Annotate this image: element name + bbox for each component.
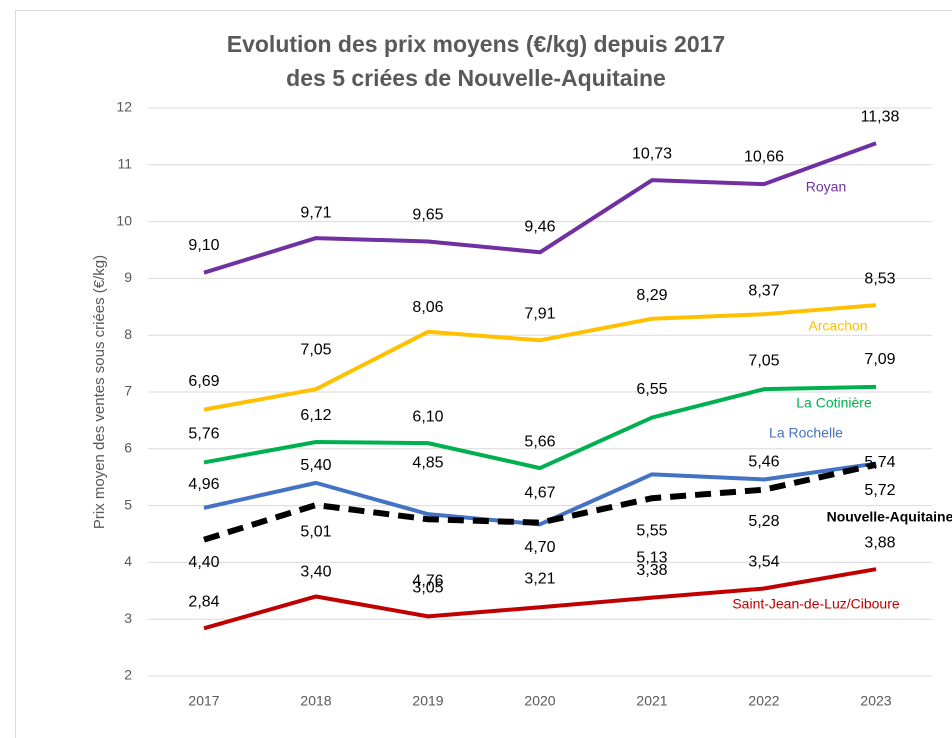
y-tick-label: 8 xyxy=(124,326,132,342)
y-tick-label: 6 xyxy=(124,440,132,456)
x-tick-label: 2017 xyxy=(188,693,219,709)
y-tick-label: 12 xyxy=(116,99,132,115)
value-label: 3,21 xyxy=(524,570,555,587)
value-label: 5,46 xyxy=(748,454,779,471)
y-tick-label: 4 xyxy=(124,553,132,569)
value-label: 4,70 xyxy=(524,539,555,556)
series-name: Royan xyxy=(806,179,846,195)
value-label: 3,88 xyxy=(864,534,895,551)
y-tick-label: 11 xyxy=(117,156,132,172)
series-line xyxy=(203,461,877,527)
value-label: 9,71 xyxy=(300,204,331,221)
series-name: Nouvelle-Aquitaine xyxy=(827,509,952,525)
value-label: 8,37 xyxy=(748,282,779,299)
value-label: 5,76 xyxy=(188,426,219,443)
series-name: La Rochelle xyxy=(769,425,843,441)
y-tick-label: 9 xyxy=(124,269,132,285)
value-label: 6,55 xyxy=(636,381,667,398)
value-label: 11,38 xyxy=(861,108,900,125)
value-label: 5,72 xyxy=(864,482,895,499)
chart-frame xyxy=(15,10,952,738)
value-label: 8,53 xyxy=(864,270,895,287)
series-line xyxy=(203,141,877,275)
value-label: 4,96 xyxy=(188,476,219,493)
value-label: 6,10 xyxy=(412,408,443,425)
value-label: 7,91 xyxy=(524,306,555,323)
value-label: 4,67 xyxy=(524,485,555,502)
value-label: 9,65 xyxy=(412,207,443,224)
value-label: 3,40 xyxy=(300,564,331,581)
x-tick-label: 2022 xyxy=(748,693,779,709)
value-label: 2,84 xyxy=(188,594,219,611)
value-label: 7,05 xyxy=(300,341,331,358)
y-tick-label: 7 xyxy=(124,383,132,399)
value-label: 5,28 xyxy=(748,513,779,530)
value-label: 5,55 xyxy=(636,523,667,540)
value-label: 7,09 xyxy=(864,351,895,368)
series-line xyxy=(203,567,877,631)
value-label: 5,66 xyxy=(524,433,555,450)
series-line xyxy=(203,384,877,471)
x-tick-label: 2019 xyxy=(412,693,443,709)
value-label: 5,13 xyxy=(636,549,667,566)
y-tick-label: 5 xyxy=(124,496,132,512)
chart-subtitle: des 5 criées de Nouvelle-Aquitaine xyxy=(286,65,666,91)
value-label: 5,01 xyxy=(300,523,331,540)
series-name: La Cotinière xyxy=(796,395,872,411)
value-label: 3,38 xyxy=(636,562,667,579)
value-label: 5,40 xyxy=(300,457,331,474)
y-tick-label: 10 xyxy=(116,212,132,228)
y-axis-label: Prix moyen des ventes sous criées (€/kg) xyxy=(91,255,108,529)
x-tick-label: 2021 xyxy=(636,693,667,709)
value-label: 4,76 xyxy=(412,572,443,589)
value-label: 10,66 xyxy=(744,148,784,165)
series-name: Saint-Jean-de-Luz/Ciboure xyxy=(732,596,900,612)
value-label: 8,29 xyxy=(636,287,667,304)
x-tick-label: 2023 xyxy=(860,693,891,709)
x-tick-label: 2018 xyxy=(300,693,331,709)
value-label: 6,12 xyxy=(300,407,331,424)
series-line xyxy=(203,303,877,412)
value-label: 9,10 xyxy=(188,237,219,254)
y-tick-label: 2 xyxy=(124,667,132,683)
value-label: 3,54 xyxy=(748,554,779,571)
value-label: 4,85 xyxy=(412,454,443,471)
x-tick-label: 2020 xyxy=(524,693,555,709)
value-label: 4,40 xyxy=(188,554,219,571)
value-label: 10,73 xyxy=(632,145,672,162)
chart-title: Evolution des prix moyens (€/kg) depuis … xyxy=(227,31,725,57)
value-label: 6,69 xyxy=(188,373,219,390)
value-label: 7,05 xyxy=(748,352,779,369)
value-label: 9,46 xyxy=(524,218,555,235)
value-label: 3,05 xyxy=(412,580,443,597)
y-tick-label: 3 xyxy=(124,610,132,626)
series-name: Arcachon xyxy=(808,318,867,334)
value-label: 8,06 xyxy=(412,299,443,316)
